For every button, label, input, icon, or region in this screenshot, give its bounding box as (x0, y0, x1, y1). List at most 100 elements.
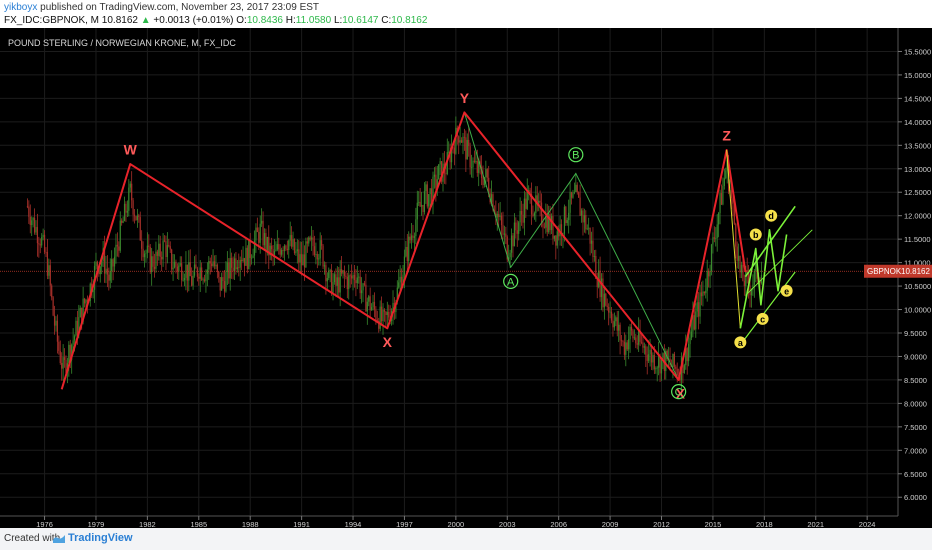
price-chart[interactable]: W X Y Z X A B Ca b c d e 15.5000 15.0000 14.5000 14.00… (0, 28, 932, 528)
y-axis-area[interactable] (898, 28, 932, 528)
candle-body (386, 311, 388, 316)
candle-body (735, 223, 737, 247)
candle-body (486, 169, 488, 178)
candle-body (610, 311, 613, 321)
candle-body (186, 264, 188, 281)
candle-body (72, 340, 74, 345)
y-tick-label: 7.5000 (904, 423, 927, 432)
candle-body (713, 237, 715, 239)
candle-body (276, 244, 278, 250)
y-tick-label: 10.5000 (904, 282, 931, 291)
candle-body (39, 244, 41, 246)
candle-body (622, 341, 624, 342)
candle-body (291, 235, 293, 247)
candle-body (166, 245, 168, 258)
candle-body (142, 248, 144, 258)
candle-body (646, 354, 648, 361)
candle-body (158, 243, 160, 256)
candle-body (193, 264, 196, 276)
tradingview-brand-link[interactable]: TradingView (68, 532, 133, 544)
candle-body (400, 276, 403, 287)
candle-body (355, 280, 357, 284)
candle-body (328, 270, 330, 279)
candle-body (268, 236, 270, 256)
candle-body (528, 190, 530, 192)
candle-body (111, 259, 113, 272)
candle-body (246, 247, 248, 270)
triangle-label: b (753, 230, 759, 240)
candle-body (28, 206, 30, 217)
candle-body (722, 185, 724, 205)
candle-body (445, 173, 447, 175)
low-value: 10.6147 (342, 15, 379, 26)
candle-body (209, 261, 211, 264)
candle-body (345, 275, 347, 278)
candle-body (201, 267, 203, 280)
candle-body (162, 240, 164, 260)
candle-body (636, 343, 638, 345)
tradingview-logo-icon[interactable] (52, 531, 66, 545)
candle-body (308, 237, 310, 244)
candle-body (141, 240, 143, 249)
candle-body (542, 223, 544, 227)
header-bar: yikboyx published on TradingView.com, No… (0, 0, 932, 28)
candle-body (523, 198, 526, 223)
candle-body (343, 270, 346, 276)
candle-body (398, 282, 400, 288)
candle-body (526, 191, 528, 209)
candle-body (33, 217, 36, 233)
candle-body (342, 270, 344, 274)
candle-body (278, 244, 280, 250)
candle-body (235, 258, 237, 270)
triangle-waves-line (739, 228, 788, 329)
candle-body (153, 266, 156, 269)
candle-body (239, 259, 241, 268)
candle-body (743, 280, 745, 287)
x-tick-label: 2009 (602, 520, 619, 528)
candle-body (715, 237, 717, 239)
candle-body (488, 177, 490, 194)
candle-body (118, 246, 120, 251)
y-tick-label: 13.0000 (904, 165, 931, 174)
candle-body (305, 241, 307, 268)
candle-body (723, 178, 725, 186)
candle-body (718, 213, 720, 225)
candle-body (605, 293, 607, 306)
candle-body (385, 311, 387, 316)
candle-body (259, 223, 261, 243)
candle-body (689, 337, 691, 345)
candle-body (232, 267, 234, 272)
candle-body (272, 249, 274, 255)
candle-body (672, 353, 674, 367)
candle-body (586, 228, 588, 230)
candle-body (185, 264, 187, 278)
candle-body (315, 254, 317, 255)
candle-body (619, 324, 621, 341)
candle-body (686, 348, 688, 362)
y-tick-label: 14.0000 (904, 118, 931, 127)
candle-body (296, 249, 298, 252)
candle-body (506, 236, 508, 260)
candle-body (202, 279, 204, 281)
candle-body (285, 245, 287, 249)
candle-body (183, 277, 186, 281)
username-link[interactable]: yikboyx (4, 2, 38, 13)
candle-body (449, 151, 451, 163)
candle-body (256, 227, 258, 232)
candle-body (732, 198, 734, 204)
candle-body (753, 271, 755, 285)
last-price: 10.8162 (101, 15, 138, 26)
candle-body (738, 255, 740, 261)
candle-body (658, 355, 660, 368)
candle-body (311, 237, 313, 240)
candle-body (151, 256, 153, 273)
candle-body (335, 274, 337, 286)
candle-body (173, 261, 176, 268)
candle-body (286, 248, 288, 251)
candle-body (43, 234, 46, 253)
chart-title: POUND STERLING / NORWEGIAN KRONE, M, FX_… (8, 38, 236, 48)
candle-body (402, 274, 404, 287)
candle-body (295, 251, 297, 254)
y-tick-label: 9.5000 (904, 329, 927, 338)
candle-body (172, 267, 174, 270)
